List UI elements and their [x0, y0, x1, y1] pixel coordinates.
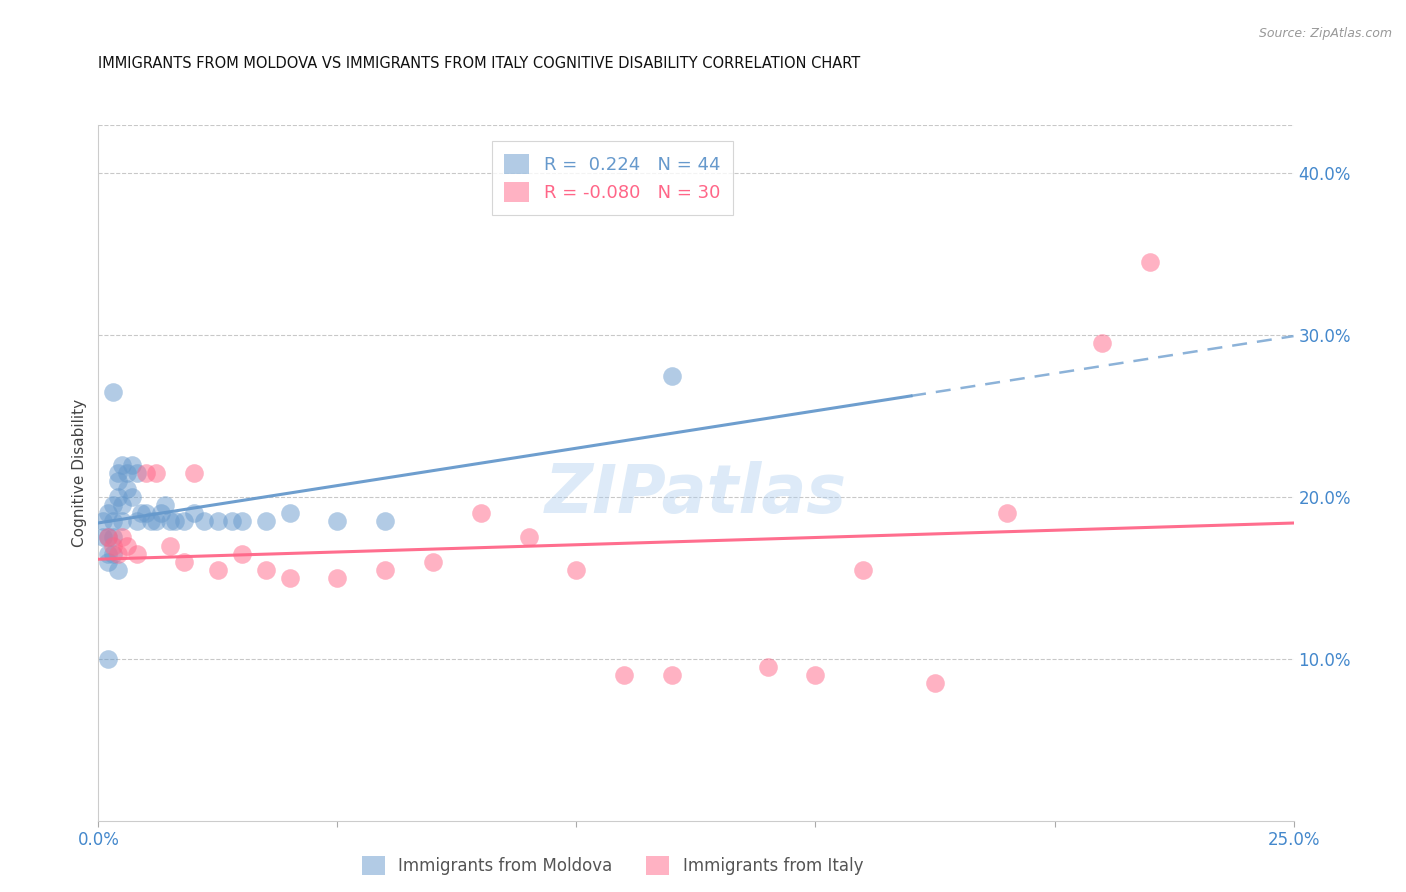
Point [111, 498, 134, 512]
Point [101, 384, 124, 399]
Point [97, 652, 120, 666]
Point [183, 466, 205, 480]
Point [101, 539, 124, 553]
Text: ZIPatlas: ZIPatlas [546, 460, 846, 526]
Point [278, 506, 301, 520]
Point [159, 539, 181, 553]
Point [183, 506, 205, 520]
Point [97, 555, 120, 569]
Point [804, 668, 827, 682]
Point [101, 498, 124, 512]
Point [115, 466, 138, 480]
Point [173, 514, 195, 528]
Point [115, 482, 138, 496]
Point [135, 506, 157, 520]
Point [173, 555, 195, 569]
Point [91, 531, 114, 545]
Point [97, 531, 120, 545]
Point [145, 466, 167, 480]
Point [121, 458, 143, 472]
Point [107, 547, 129, 561]
Point [661, 668, 683, 682]
Point [613, 668, 636, 682]
Text: Source: ZipAtlas.com: Source: ZipAtlas.com [1258, 27, 1392, 40]
Point [231, 514, 253, 528]
Point [107, 474, 129, 488]
Point [163, 514, 186, 528]
Point [374, 514, 396, 528]
Point [422, 555, 444, 569]
Y-axis label: Cognitive Disability: Cognitive Disability [72, 399, 87, 547]
Point [326, 514, 349, 528]
Point [107, 490, 129, 504]
Point [111, 531, 134, 545]
Point [517, 531, 540, 545]
Point [97, 547, 120, 561]
Point [852, 563, 875, 577]
Point [924, 676, 946, 690]
Point [131, 506, 153, 520]
Point [101, 531, 124, 545]
Point [221, 514, 243, 528]
Point [231, 547, 253, 561]
Point [565, 563, 588, 577]
Point [107, 466, 129, 480]
Point [111, 514, 134, 528]
Point [374, 563, 396, 577]
Point [91, 514, 114, 528]
Point [125, 466, 148, 480]
Point [125, 514, 148, 528]
Point [159, 514, 181, 528]
Point [125, 547, 148, 561]
Point [326, 571, 349, 585]
Point [115, 539, 138, 553]
Point [470, 506, 492, 520]
Point [254, 514, 277, 528]
Point [155, 498, 177, 512]
Point [1139, 255, 1161, 269]
Point [254, 563, 277, 577]
Point [107, 563, 129, 577]
Point [97, 506, 120, 520]
Point [756, 660, 779, 674]
Point [1091, 336, 1114, 351]
Point [661, 368, 683, 383]
Point [135, 466, 157, 480]
Point [101, 547, 124, 561]
Point [278, 571, 301, 585]
Point [149, 506, 172, 520]
Point [207, 514, 229, 528]
Point [97, 531, 120, 545]
Point [111, 458, 134, 472]
Point [121, 490, 143, 504]
Point [995, 506, 1018, 520]
Point [139, 514, 162, 528]
Legend: Immigrants from Moldova, Immigrants from Italy: Immigrants from Moldova, Immigrants from… [354, 849, 870, 882]
Text: IMMIGRANTS FROM MOLDOVA VS IMMIGRANTS FROM ITALY COGNITIVE DISABILITY CORRELATIO: IMMIGRANTS FROM MOLDOVA VS IMMIGRANTS FR… [98, 56, 860, 71]
Point [145, 514, 167, 528]
Point [193, 514, 215, 528]
Point [207, 563, 229, 577]
Point [101, 514, 124, 528]
